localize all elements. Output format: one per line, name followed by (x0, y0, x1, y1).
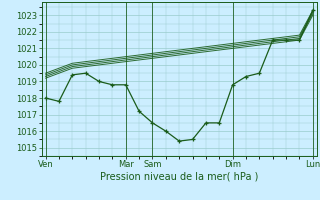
X-axis label: Pression niveau de la mer( hPa ): Pression niveau de la mer( hPa ) (100, 172, 258, 182)
